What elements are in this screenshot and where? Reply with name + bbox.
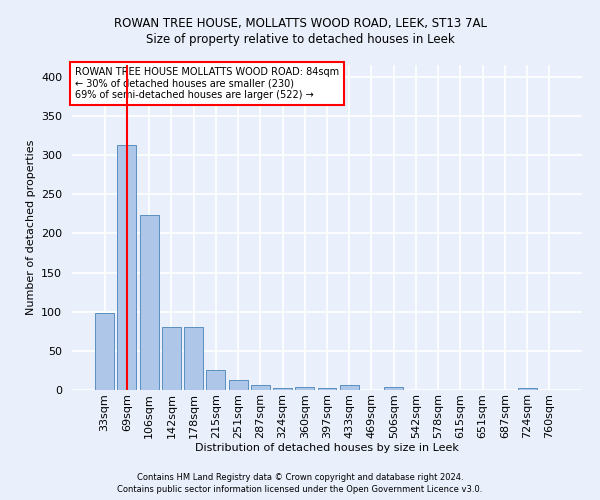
Bar xyxy=(384,387,403,390)
Bar xyxy=(162,328,181,390)
Y-axis label: Number of detached properties: Number of detached properties xyxy=(26,140,35,315)
Bar xyxy=(229,380,248,390)
Bar xyxy=(140,214,158,390)
Bar xyxy=(95,314,114,390)
Bar xyxy=(295,387,314,390)
Bar xyxy=(518,388,536,390)
Text: Size of property relative to detached houses in Leek: Size of property relative to detached ho… xyxy=(146,32,454,46)
Bar xyxy=(118,145,136,390)
Bar xyxy=(251,386,270,390)
Text: ROWAN TREE HOUSE, MOLLATTS WOOD ROAD, LEEK, ST13 7AL: ROWAN TREE HOUSE, MOLLATTS WOOD ROAD, LE… xyxy=(113,18,487,30)
Bar xyxy=(184,328,203,390)
Text: Contains public sector information licensed under the Open Government Licence v3: Contains public sector information licen… xyxy=(118,485,482,494)
Bar xyxy=(273,388,292,390)
X-axis label: Distribution of detached houses by size in Leek: Distribution of detached houses by size … xyxy=(195,444,459,454)
Text: ROWAN TREE HOUSE MOLLATTS WOOD ROAD: 84sqm
← 30% of detached houses are smaller : ROWAN TREE HOUSE MOLLATTS WOOD ROAD: 84s… xyxy=(74,66,338,100)
Bar xyxy=(206,370,225,390)
Text: Contains HM Land Registry data © Crown copyright and database right 2024.: Contains HM Land Registry data © Crown c… xyxy=(137,472,463,482)
Bar xyxy=(317,388,337,390)
Bar xyxy=(340,386,359,390)
